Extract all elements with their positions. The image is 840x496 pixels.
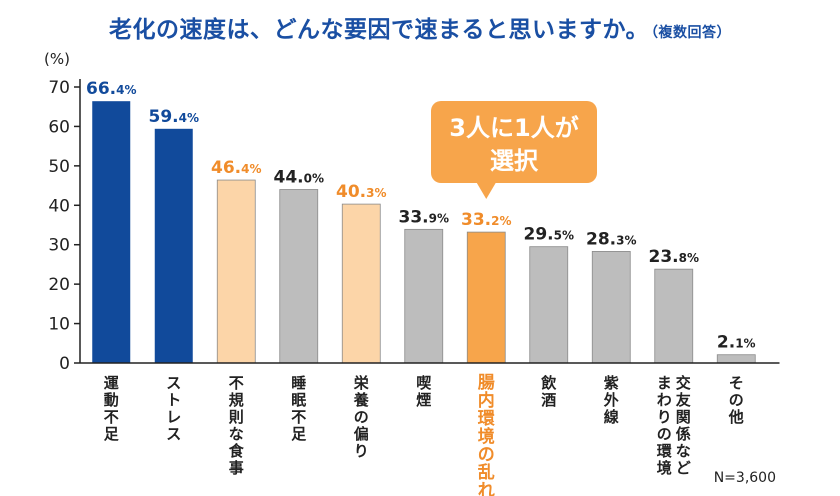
y-axis-unit-label: (%) — [44, 50, 70, 68]
data-label: 33.9% — [399, 207, 450, 227]
bar — [92, 101, 131, 364]
data-label: 44.0% — [274, 168, 325, 188]
category-label-char: ス — [166, 374, 181, 392]
category-label-char: 養 — [353, 391, 370, 409]
y-tick-label: 20 — [48, 275, 70, 295]
y-tick-label: 40 — [48, 196, 70, 216]
callout-line-1: 3人に1人が — [449, 114, 578, 142]
category-label-char: 外 — [603, 391, 619, 409]
y-tick-label: 50 — [48, 157, 70, 177]
category-label-char: の — [729, 391, 744, 409]
category-label-char: 境 — [657, 459, 672, 477]
category-label-char: 不 — [291, 408, 306, 426]
category-label-char: 紫 — [604, 374, 619, 392]
category-label-char: 足 — [291, 425, 307, 443]
category-label-char: 酒 — [541, 391, 556, 409]
category-label-char: 環 — [478, 409, 496, 429]
category-label-char: 事 — [229, 459, 244, 477]
category-label-char: な — [229, 425, 244, 443]
category-label-char: ト — [166, 391, 181, 409]
category-label-char: そ — [729, 374, 744, 392]
category-label-char: 偏 — [354, 425, 369, 443]
category-label-char: 規 — [229, 391, 244, 409]
y-tick-label: 0 — [59, 354, 70, 374]
data-label: 29.5% — [524, 225, 575, 245]
y-tick-label: 70 — [48, 78, 70, 98]
y-tick-label: 60 — [48, 117, 70, 137]
category-label-char: 不 — [104, 408, 119, 426]
title-subtitle: （複数回答） — [651, 25, 732, 41]
category-label-char: 飲 — [540, 374, 557, 392]
category-label-char: 関 — [676, 408, 691, 426]
category-label-char: 眠 — [291, 391, 306, 409]
category-label-char: 友 — [676, 391, 691, 409]
data-label: 2.1% — [717, 333, 756, 353]
category-label-char: 喫 — [416, 374, 432, 392]
category-label-char: ま — [657, 374, 672, 392]
category-label-char: 乱 — [478, 462, 495, 483]
bar — [154, 128, 193, 363]
data-label: 33.2% — [461, 210, 512, 230]
category-label-char: 他 — [728, 408, 744, 426]
data-label: 66.4% — [86, 79, 137, 99]
category-label-char: り — [354, 442, 369, 460]
category-label-char: 睡 — [291, 374, 306, 392]
category-label-char: の — [657, 425, 672, 443]
category-label-char: 内 — [478, 390, 495, 411]
bar — [529, 246, 569, 364]
data-label: 40.3% — [336, 182, 387, 202]
category-label-char: の — [478, 445, 495, 465]
category-label-char: ス — [166, 425, 181, 443]
bar — [654, 268, 694, 364]
bar — [466, 231, 506, 364]
category-label-char: ど — [676, 459, 691, 477]
category-label-char: 則 — [229, 408, 244, 426]
category-label-char: 線 — [604, 408, 619, 426]
category-label-char: 煙 — [416, 391, 431, 409]
category-label-char: 腸 — [478, 373, 495, 393]
category-label-char: 食 — [229, 442, 245, 460]
sample-size-note: N=3,600 — [714, 470, 776, 486]
bar — [716, 354, 756, 364]
data-label: 23.8% — [649, 247, 700, 267]
category-label-char: り — [657, 408, 672, 426]
category-label-char: 係 — [676, 425, 691, 443]
data-label: 46.4% — [211, 158, 262, 178]
category-label-char: れ — [478, 481, 495, 496]
category-label-char: の — [354, 408, 369, 426]
bar — [404, 228, 444, 364]
y-tick-label: 10 — [48, 315, 70, 335]
callout-bubble — [431, 101, 597, 183]
category-label-char: な — [676, 442, 691, 460]
category-label-char: わ — [657, 391, 672, 409]
bar — [341, 203, 381, 364]
category-label-char: 栄 — [353, 374, 370, 392]
category-label-char: 境 — [478, 426, 495, 447]
y-tick-label: 30 — [48, 236, 70, 256]
data-label: 59.4% — [149, 107, 200, 127]
category-label-char: 運 — [104, 374, 120, 392]
category-label-char: 足 — [104, 425, 120, 443]
data-label: 28.3% — [586, 229, 637, 249]
chart-title: 老化の速度は、どんな要因で速まると思いますか。 （複数回答） — [0, 10, 840, 44]
category-label-char: 不 — [229, 374, 244, 392]
bar — [216, 179, 256, 364]
bar — [591, 251, 631, 364]
title-main: 老化の速度は、どんな要因で速まると思いますか。 — [108, 17, 650, 43]
callout-line-2: 選択 — [490, 147, 539, 175]
category-label-char: 交 — [676, 374, 691, 392]
category-label-char: レ — [166, 408, 181, 426]
bar — [279, 189, 319, 364]
category-label-char: 動 — [104, 391, 119, 409]
callout-pointer — [476, 182, 497, 199]
category-label-char: 環 — [657, 442, 673, 460]
